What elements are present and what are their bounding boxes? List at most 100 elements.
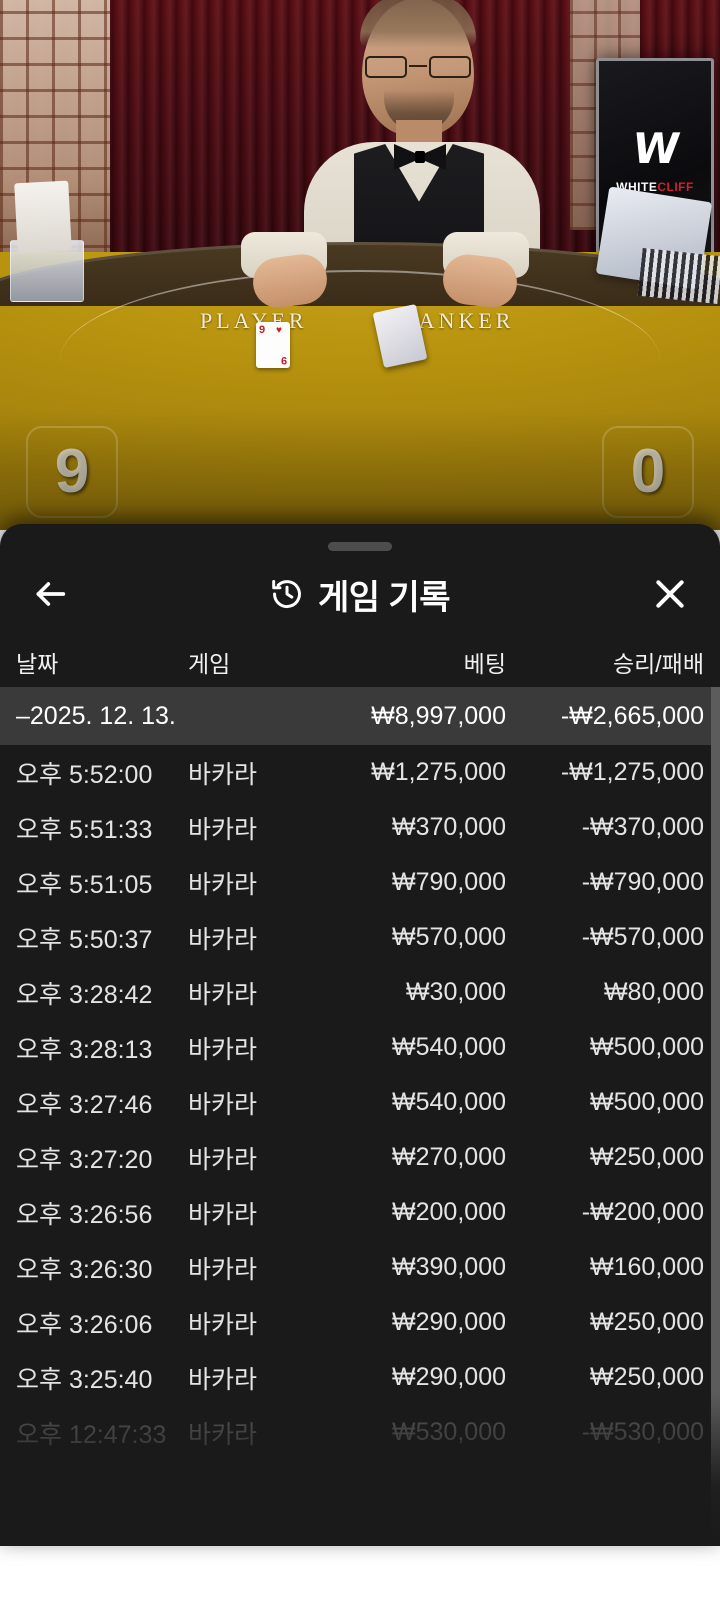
arrow-left-icon [36,582,66,606]
card-rank-bottom-icon: 9 [280,354,287,366]
brand-name-part2: CLIFF [657,179,694,194]
cell-date: 오후 3:27:20 [16,1145,153,1174]
close-icon [656,580,684,608]
cell-result: -₩2,665,000 [560,701,704,730]
cell-result: ₩160,000 [590,1253,704,1281]
cell-date: 오후 5:51:33 [16,815,153,844]
cell-date: 오후 5:51:05 [16,870,153,899]
table-row[interactable]: 오후 5:51:33 바카라 ₩370,000 -₩370,000 [0,800,720,855]
cell-result: ₩500,000 [590,1033,704,1061]
history-rows-container: –2025. 12. 13. ₩8,997,000 -₩2,665,000 오후 5:… [0,687,720,1460]
cell-result: -₩570,000 [581,923,704,951]
cell-bet: ₩290,000 [392,1308,506,1336]
cell-date: 오후 5:50:37 [16,925,153,954]
player-card: 9 ♥ 9 [256,322,290,368]
cell-result: ₩250,000 [590,1308,704,1336]
cell-bet: ₩270,000 [392,1143,506,1171]
table-row[interactable]: 오후 5:51:05 바카라 ₩790,000 -₩790,000 [0,855,720,910]
table-row[interactable]: 오후 3:28:13 바카라 ₩540,000 ₩500,000 [0,1020,720,1075]
cell-date: –2025. 12. 13. [16,701,176,730]
cell-result: ₩250,000 [590,1363,704,1391]
cell-date: 오후 3:25:40 [16,1365,153,1394]
cell-bet: ₩530,000 [392,1418,506,1446]
cell-game: 바카라 [188,815,258,844]
sheet-drag-handle[interactable] [328,542,392,551]
cell-result: ₩80,000 [603,978,704,1006]
baccarat-table-felt: PLAYER BANKER 9 ♥ 9 9 0 [0,180,720,530]
cell-result: -₩370,000 [581,813,704,841]
cell-game: 바카라 [188,760,258,789]
table-row[interactable]: 오후 5:52:00 바카라 ₩1,275,000 -₩1,275,000 [0,745,720,800]
cell-result: ₩500,000 [590,1088,704,1116]
dealer-hands [235,232,535,316]
table-row[interactable]: 오후 3:28:42 바카라 ₩30,000 ₩80,000 [0,965,720,1020]
table-column-headers: 날짜 게임 베팅 승리/패배 [0,633,720,687]
cell-game: 바카라 [188,1090,258,1119]
table-row[interactable]: 오후 12:47:33 바카라 ₩530,000 -₩530,000 [0,1405,720,1460]
cell-game: 바카라 [188,1035,258,1064]
history-clock-icon [272,580,301,609]
cell-result: -₩1,275,000 [560,758,704,786]
player-score-badge: 9 [26,426,118,518]
cell-game: 바카라 [188,1255,258,1284]
cell-result: ₩250,000 [590,1143,704,1171]
cell-game: 바카라 [188,1310,258,1339]
cell-game: 바카라 [188,1420,258,1449]
table-row[interactable]: 오후 3:26:06 바카라 ₩290,000 ₩250,000 [0,1295,720,1350]
brand-logo-mark: W [629,123,681,173]
close-button[interactable] [638,562,702,626]
cell-date: 오후 3:28:13 [16,1035,153,1064]
list-scrollbar[interactable] [711,687,720,1543]
cell-date: 오후 3:27:46 [16,1090,153,1119]
cell-bet: ₩570,000 [392,923,506,951]
card-rank-icon: 9 [259,324,266,336]
cell-game: 바카라 [188,980,258,1009]
cell-bet: ₩370,000 [392,813,506,841]
dealer-hair [360,0,476,48]
card-suit-heart-icon: ♥ [276,325,282,336]
table-row[interactable]: 오후 3:25:40 바카라 ₩290,000 ₩250,000 [0,1350,720,1405]
table-row[interactable]: 오후 5:50:37 바카라 ₩570,000 -₩570,000 [0,910,720,965]
cell-game: 바카라 [188,1145,258,1174]
dealer-bowtie [394,144,446,170]
column-header-game: 게임 [188,651,231,677]
cell-game: 바카라 [188,925,258,954]
cell-bet: ₩30,000 [405,978,506,1006]
cell-game: 바카라 [188,870,258,899]
sheet-header: 게임 기록 [0,555,720,633]
cell-game: 바카라 [188,1200,258,1229]
cell-bet: ₩390,000 [392,1253,506,1281]
cell-date: 오후 3:26:06 [16,1310,153,1339]
history-list[interactable]: –2025. 12. 13. ₩8,997,000 -₩2,665,000 오후 5:… [0,687,720,1543]
table-row[interactable]: 오후 3:26:30 바카라 ₩390,000 ₩160,000 [0,1240,720,1295]
cell-bet: ₩1,275,000 [371,758,506,786]
game-history-sheet: 게임 기록 날짜 게임 베팅 승리/패배 –2025. 12. 13. ₩8,99… [0,524,720,1546]
table-arc-line [60,270,660,360]
player-spot-label: PLAYER [200,308,308,333]
cell-result: -₩790,000 [581,868,704,896]
column-header-bet: 베팅 [463,651,506,677]
back-button[interactable] [18,562,82,626]
cell-date: 오후 5:52:00 [16,760,153,789]
card-deck-left [14,180,72,254]
summary-row[interactable]: –2025. 12. 13. ₩8,997,000 -₩2,665,000 [0,687,720,745]
live-video-stage[interactable]: W WHITECLIFF [0,0,720,530]
cell-bet: ₩200,000 [392,1198,506,1226]
cell-bet: ₩8,997,000 [371,701,506,730]
cell-date: 오후 12:47:33 [16,1420,167,1449]
table-row[interactable]: 오후 3:26:56 바카라 ₩200,000 -₩200,000 [0,1185,720,1240]
cell-date: 오후 3:26:56 [16,1200,153,1229]
table-row[interactable]: 오후 3:27:46 바카라 ₩540,000 ₩500,000 [0,1075,720,1130]
cell-bet: ₩290,000 [392,1363,506,1391]
column-header-result: 승리/패배 [612,651,704,677]
banker-score-badge: 0 [602,426,694,518]
dealer-glasses-icon [365,56,471,80]
discard-tray-right [637,247,720,305]
sheet-title-group: 게임 기록 [270,570,451,619]
table-row[interactable]: 오후 3:27:20 바카라 ₩270,000 ₩250,000 [0,1130,720,1185]
cell-result: -₩530,000 [581,1418,704,1446]
page-title: 게임 기록 [317,578,451,617]
cell-bet: ₩540,000 [392,1088,506,1116]
cell-date: 오후 3:28:42 [16,980,153,1009]
